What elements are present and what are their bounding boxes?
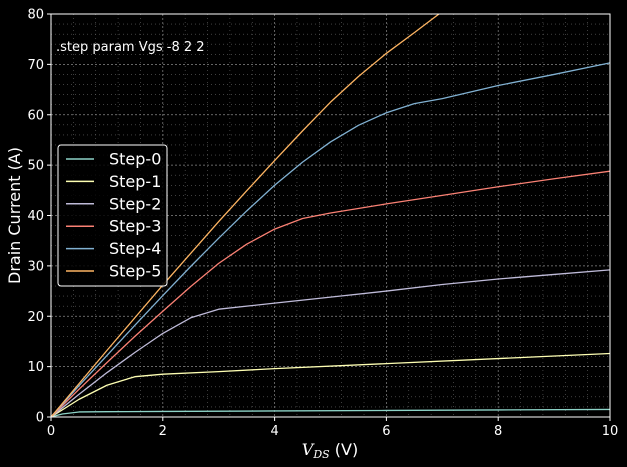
y-tick-label: 60 [27, 108, 44, 123]
y-tick-label: 40 [27, 209, 44, 224]
x-tick-label: 2 [159, 424, 167, 439]
step-annotation: .step param Vgs -8 2 2 [56, 40, 205, 55]
y-tick-label: 0 [36, 411, 44, 426]
series-lines [51, 14, 610, 417]
legend-label-step-1: Step-1 [109, 172, 161, 191]
legend-label-step-5: Step-5 [109, 262, 161, 281]
legend: Step-0 Step-1 Step-2 Step-3 Step-4 Step-5 [57, 144, 168, 287]
x-tick-label: 6 [382, 424, 390, 439]
y-tick-label: 80 [27, 8, 44, 23]
series-line-step-3 [51, 170, 610, 417]
x-axis-label-subscript: DS [312, 448, 330, 461]
series-line-step-2 [51, 269, 610, 417]
x-axis-label-symbol: V [302, 440, 315, 459]
x-axis-label-unit: (V) [330, 440, 359, 459]
y-axis-label: Drain Current (A) [5, 147, 24, 284]
y-tick-label: 50 [27, 159, 44, 174]
y-tick-label: 20 [27, 310, 44, 325]
axis-ticks: 0 2 4 6 8 10 0 10 20 30 40 50 60 70 80 [27, 8, 618, 440]
series-line-step-5 [51, 14, 440, 417]
legend-label-step-2: Step-2 [109, 194, 161, 213]
x-tick-label: 4 [270, 424, 278, 439]
legend-box [57, 144, 168, 287]
x-tick-label: 8 [494, 424, 502, 439]
series-line-step-4 [51, 62, 610, 417]
x-tick-label: 0 [47, 424, 55, 439]
legend-label-step-3: Step-3 [109, 217, 161, 236]
y-tick-label: 70 [27, 58, 44, 73]
x-tick-label: 10 [602, 424, 619, 439]
y-tick-label: 10 [27, 360, 44, 375]
series-line-step-0 [51, 408, 610, 417]
legend-label-step-0: Step-0 [109, 150, 161, 169]
legend-label-step-4: Step-4 [109, 239, 161, 258]
x-axis-label: VDS (V) [302, 440, 358, 461]
series-line-step-1 [51, 352, 610, 417]
y-tick-label: 30 [27, 259, 44, 274]
